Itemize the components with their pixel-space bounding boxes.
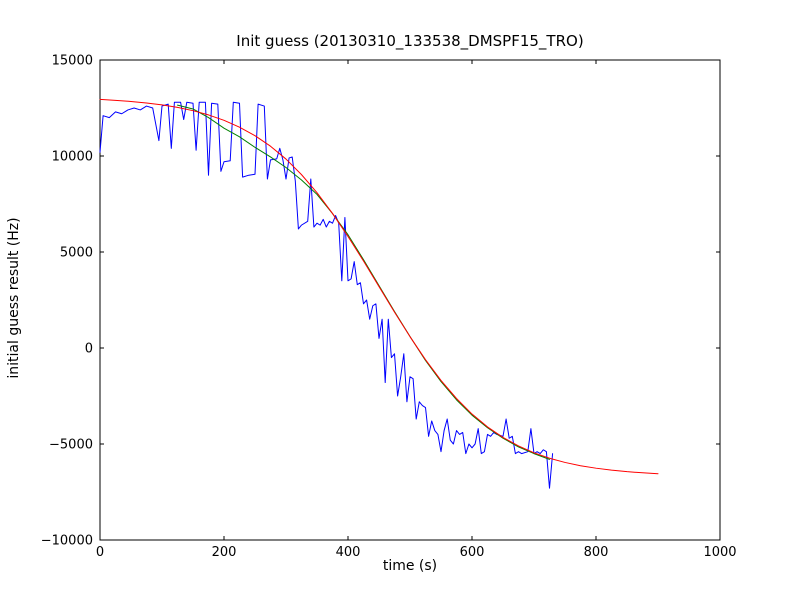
x-tick-label: 600	[460, 545, 485, 560]
y-tick-label: 0	[85, 342, 93, 357]
series-line-initial-guess-data	[99, 101, 554, 489]
series-line-fitted-model	[99, 98, 659, 475]
y-tick-label: 5000	[60, 246, 93, 261]
x-tick-label: 800	[584, 545, 609, 560]
x-tick-label: 0	[96, 545, 104, 560]
x-axis-label: time (s)	[382, 558, 438, 574]
y-tick-label: 10000	[52, 150, 93, 165]
chart-title: Init guess (20130310_133538_DMSPF15_TRO)	[236, 32, 584, 50]
y-tick-label: −10000	[41, 534, 93, 549]
y-tick-label: −5000	[49, 438, 93, 453]
axes-frame	[99, 59, 721, 541]
x-tick-label: 400	[336, 545, 361, 560]
y-tick-label: 15000	[52, 54, 93, 69]
x-tick-label: 1000	[703, 545, 736, 560]
series-line-smoothed-guess	[177, 104, 550, 460]
x-tick-label: 200	[212, 545, 237, 560]
y-axis-label: initial guess result (Hz)	[6, 217, 22, 379]
